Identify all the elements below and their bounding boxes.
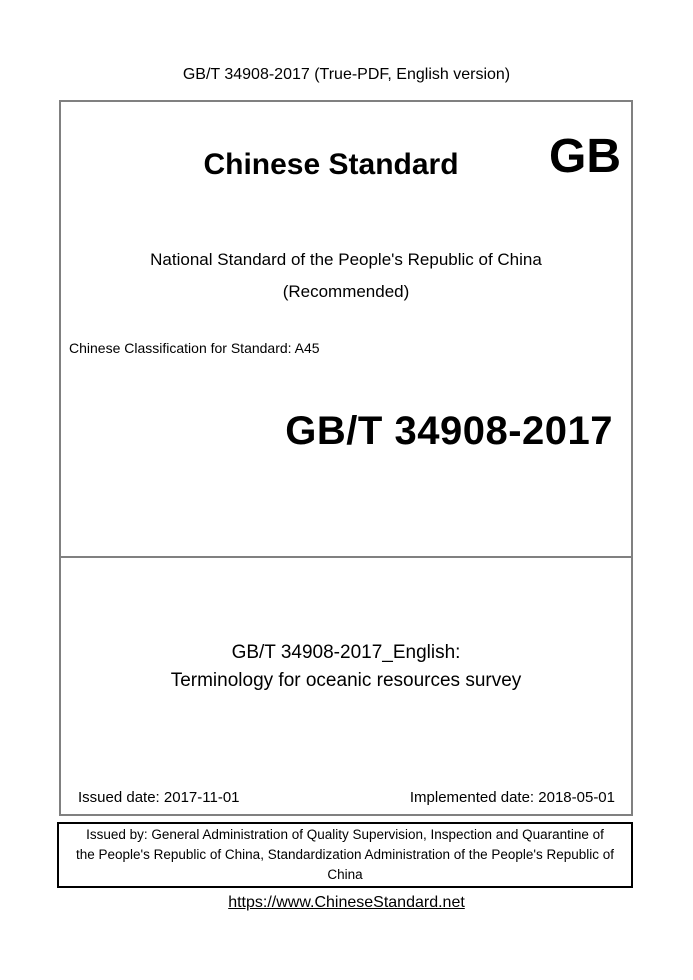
english-title-line1: GB/T 34908-2017_English: (231, 642, 461, 663)
classification-line: Chinese Classification for Standard: A45 (69, 340, 320, 356)
cover-main-box: Chinese Standard GB National Standard of… (59, 100, 633, 816)
english-title-block: GB/T 34908-2017_English: Terminology for… (61, 639, 631, 695)
dates-row: Issued date: 2017-11-01 Implemented date… (61, 788, 631, 808)
standard-number-title: GB/T 34908-2017 (285, 409, 613, 453)
recommended-line: (Recommended) (282, 282, 410, 301)
issuer-line: the People's Republic of China, Standard… (76, 847, 614, 862)
issuer-line: China (327, 867, 363, 882)
gb-logo-text: GB (549, 130, 621, 183)
implemented-date-label: Implemented date: 2018-05-01 (409, 789, 615, 806)
brand-title: Chinese Standard (203, 148, 459, 181)
issuer-line: Issued by: General Administration of Qua… (86, 827, 604, 842)
issued-date-label: Issued date: 2017-11-01 (78, 789, 240, 806)
national-standard-line: National Standard of the People's Republ… (150, 250, 542, 269)
english-title-line2: Terminology for oceanic resources survey (170, 670, 522, 691)
footer-url-container: https://www.ChineseStandard.net (0, 892, 693, 914)
document-header-title: GB/T 34908-2017 (True-PDF, English versi… (182, 66, 511, 83)
section-divider (61, 556, 631, 558)
footer-url-link[interactable]: https://www.ChineseStandard.net (228, 894, 465, 911)
issuer-box: Issued by: General Administration of Qua… (57, 822, 633, 888)
